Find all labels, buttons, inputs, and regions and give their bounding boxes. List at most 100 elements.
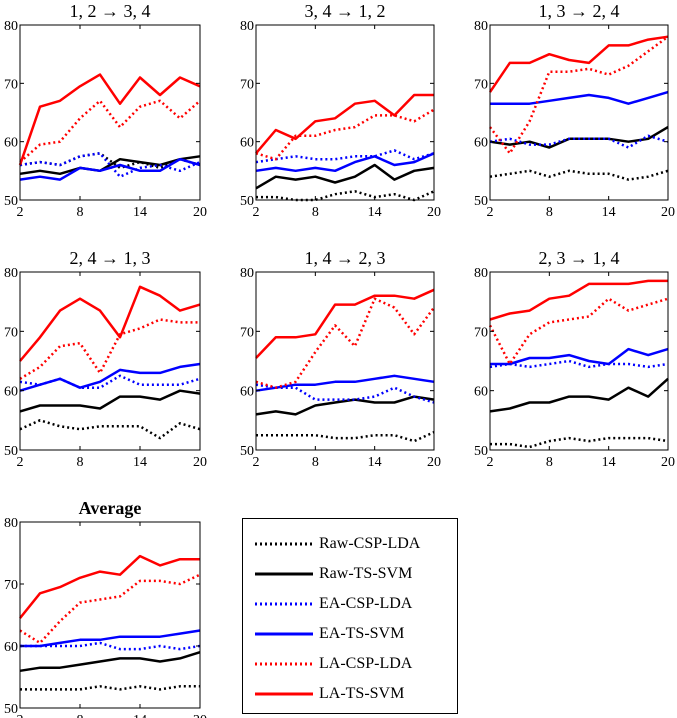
x-tick-label: 20 (661, 455, 675, 470)
plot-frame (489, 271, 669, 451)
y-tick-label: 80 (474, 266, 488, 281)
x-tick-label: 14 (368, 455, 382, 470)
series-line (255, 152, 435, 173)
legend-swatch (255, 632, 313, 636)
x-tick-label: 20 (193, 455, 207, 470)
chart-panel: 2, 4 → 1, 3 50 60 70 80 2 8 14 20 (4, 248, 207, 470)
series-line (489, 134, 669, 149)
series-line (255, 163, 435, 190)
y-tick-label: 80 (240, 266, 254, 281)
x-tick-label: 14 (602, 455, 616, 470)
plot-frame (255, 271, 435, 451)
x-tick-label: 14 (133, 713, 147, 718)
legend-item: Raw-CSP-LDA (243, 531, 457, 557)
y-tick-label: 50 (240, 194, 254, 209)
series-line (255, 395, 435, 416)
y-tick-label: 70 (4, 77, 18, 92)
series-line (19, 419, 201, 440)
chart-title: 2, 3 → 1, 4 (539, 248, 620, 268)
series-line (19, 155, 201, 176)
y-tick-label: 60 (474, 136, 488, 151)
series-line (255, 297, 436, 389)
y-tick-label: 60 (474, 385, 488, 400)
x-tick-label: 20 (661, 205, 675, 220)
x-tick-label: 2 (17, 713, 24, 718)
y-tick-label: 60 (240, 136, 254, 151)
legend: Raw-CSP-LDA Raw-TS-SVM EA-CSP-LDA EA-TS-… (242, 518, 458, 714)
chart-panel: 3, 4 → 1, 2 50 60 70 80 2 8 14 20 (240, 1, 441, 220)
plot-frame (489, 24, 669, 201)
x-tick-label: 14 (368, 205, 382, 220)
series-line (489, 35, 669, 155)
series-line (490, 90, 669, 105)
y-tick-label: 50 (474, 194, 488, 209)
legend-swatch (255, 602, 313, 606)
series-line (255, 288, 435, 359)
series-line (490, 436, 669, 449)
y-tick-label: 70 (4, 578, 18, 593)
x-tick-label: 14 (602, 205, 616, 220)
series-line (488, 297, 669, 366)
series-line (19, 554, 200, 619)
x-tick-label: 2 (487, 455, 494, 470)
legend-label: LA-TS-SVM (319, 685, 405, 702)
x-tick-label: 8 (77, 205, 84, 220)
series-line (19, 99, 201, 164)
y-tick-label: 70 (4, 325, 18, 340)
series-line (19, 362, 201, 392)
x-tick-label: 8 (312, 205, 319, 220)
series-line (20, 641, 201, 651)
x-tick-label: 2 (17, 455, 24, 470)
series-line (489, 126, 669, 149)
legend-swatch (255, 662, 313, 666)
series-line (256, 190, 435, 202)
y-tick-label: 80 (240, 19, 254, 34)
plot-frame (19, 271, 201, 451)
legend-item: LA-TS-SVM (243, 681, 457, 707)
y-tick-label: 60 (4, 385, 18, 400)
chart-panel: 1, 4 → 2, 3 50 60 70 80 2 8 14 20 (240, 248, 441, 470)
chart-title: Average (79, 498, 142, 518)
x-tick-label: 8 (312, 455, 319, 470)
series-line (255, 374, 435, 392)
legend-label: Raw-TS-SVM (319, 565, 413, 582)
series-line (489, 377, 669, 413)
legend-item: EA-CSP-LDA (243, 591, 457, 617)
y-tick-label: 80 (474, 19, 488, 34)
y-tick-label: 60 (240, 385, 254, 400)
legend-item: EA-TS-SVM (243, 621, 457, 647)
y-tick-label: 70 (240, 77, 254, 92)
x-tick-label: 8 (546, 455, 553, 470)
series-line (488, 35, 669, 93)
legend-swatch (255, 692, 313, 696)
series-line (489, 279, 668, 321)
y-tick-label: 60 (4, 640, 18, 655)
chart-title: 3, 4 → 1, 2 (305, 1, 386, 21)
y-tick-label: 80 (4, 19, 18, 34)
x-tick-label: 2 (253, 455, 260, 470)
y-tick-label: 70 (474, 77, 488, 92)
series-line (255, 149, 435, 164)
chart-title: 1, 4 → 2, 3 (305, 248, 386, 268)
x-tick-label: 20 (427, 455, 441, 470)
chart-title: 1, 3 → 2, 4 (539, 1, 620, 21)
y-tick-label: 50 (240, 444, 254, 459)
x-tick-label: 8 (546, 205, 553, 220)
series-line (19, 285, 201, 362)
series-line (18, 73, 201, 166)
legend-label: EA-CSP-LDA (319, 595, 413, 612)
series-line (489, 169, 669, 181)
x-tick-label: 20 (193, 205, 207, 220)
chart-panel: 1, 2 → 3, 4 50 60 70 80 2 8 14 20 (4, 1, 207, 220)
x-tick-label: 14 (133, 205, 147, 220)
series-line (256, 431, 435, 443)
legend-swatch (255, 572, 313, 576)
plot-frame (19, 24, 201, 201)
x-tick-label: 8 (77, 455, 84, 470)
chart-title: 2, 4 → 1, 3 (70, 248, 151, 268)
x-tick-label: 20 (193, 713, 207, 718)
y-tick-label: 50 (4, 194, 18, 209)
legend-label: EA-TS-SVM (319, 625, 405, 642)
series-line (19, 157, 201, 181)
